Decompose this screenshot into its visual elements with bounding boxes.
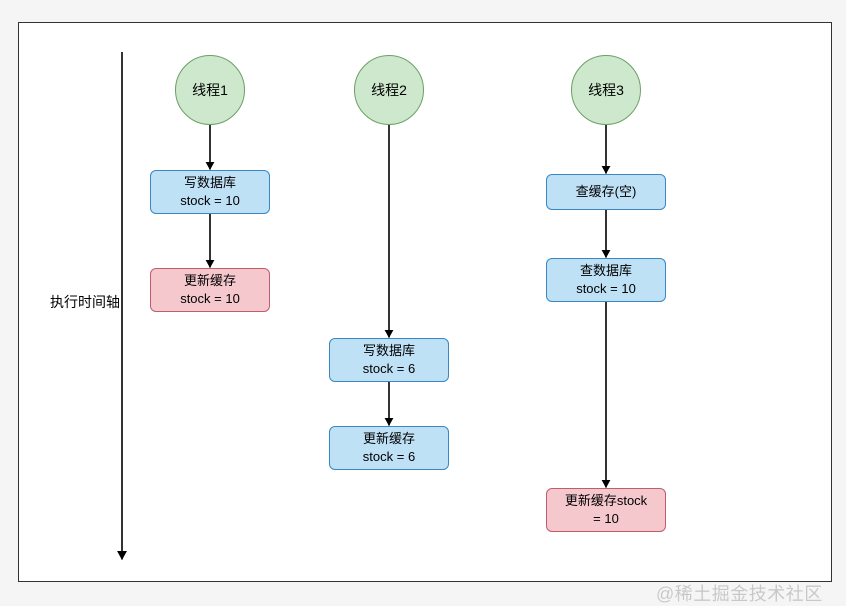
thread1-update-cache: 更新缓存 stock = 10 bbox=[150, 268, 270, 312]
node-text-line2: = 10 bbox=[593, 510, 619, 528]
node-text-line2: stock = 6 bbox=[363, 448, 415, 466]
thread2-start: 线程2 bbox=[354, 55, 424, 125]
thread1-label: 线程1 bbox=[192, 80, 228, 100]
thread2-write-db: 写数据库 stock = 6 bbox=[329, 338, 449, 382]
node-text-line1: 更新缓存 bbox=[184, 272, 236, 290]
node-text-line2: stock = 10 bbox=[180, 192, 240, 210]
diagram-canvas bbox=[18, 22, 832, 582]
thread3-update-cache: 更新缓存stock = 10 bbox=[546, 488, 666, 532]
node-text-line1: 更新缓存stock bbox=[565, 492, 647, 510]
thread3-start: 线程3 bbox=[571, 55, 641, 125]
timeline-axis-label: 执行时间轴 bbox=[50, 292, 120, 312]
node-text-line2: stock = 10 bbox=[576, 280, 636, 298]
thread3-label: 线程3 bbox=[588, 80, 624, 100]
node-text-line1: 更新缓存 bbox=[363, 430, 415, 448]
node-text-line1: 写数据库 bbox=[184, 174, 236, 192]
node-text-line1: 查缓存(空) bbox=[576, 183, 637, 201]
thread1-write-db: 写数据库 stock = 10 bbox=[150, 170, 270, 214]
watermark: @稀土掘金技术社区 bbox=[656, 580, 823, 606]
node-text-line2: stock = 10 bbox=[180, 290, 240, 308]
node-text-line1: 写数据库 bbox=[363, 342, 415, 360]
node-text-line1: 查数据库 bbox=[580, 262, 632, 280]
thread3-read-cache: 查缓存(空) bbox=[546, 174, 666, 210]
thread2-label: 线程2 bbox=[371, 80, 407, 100]
thread3-read-db: 查数据库 stock = 10 bbox=[546, 258, 666, 302]
thread2-update-cache: 更新缓存 stock = 6 bbox=[329, 426, 449, 470]
node-text-line2: stock = 6 bbox=[363, 360, 415, 378]
thread1-start: 线程1 bbox=[175, 55, 245, 125]
